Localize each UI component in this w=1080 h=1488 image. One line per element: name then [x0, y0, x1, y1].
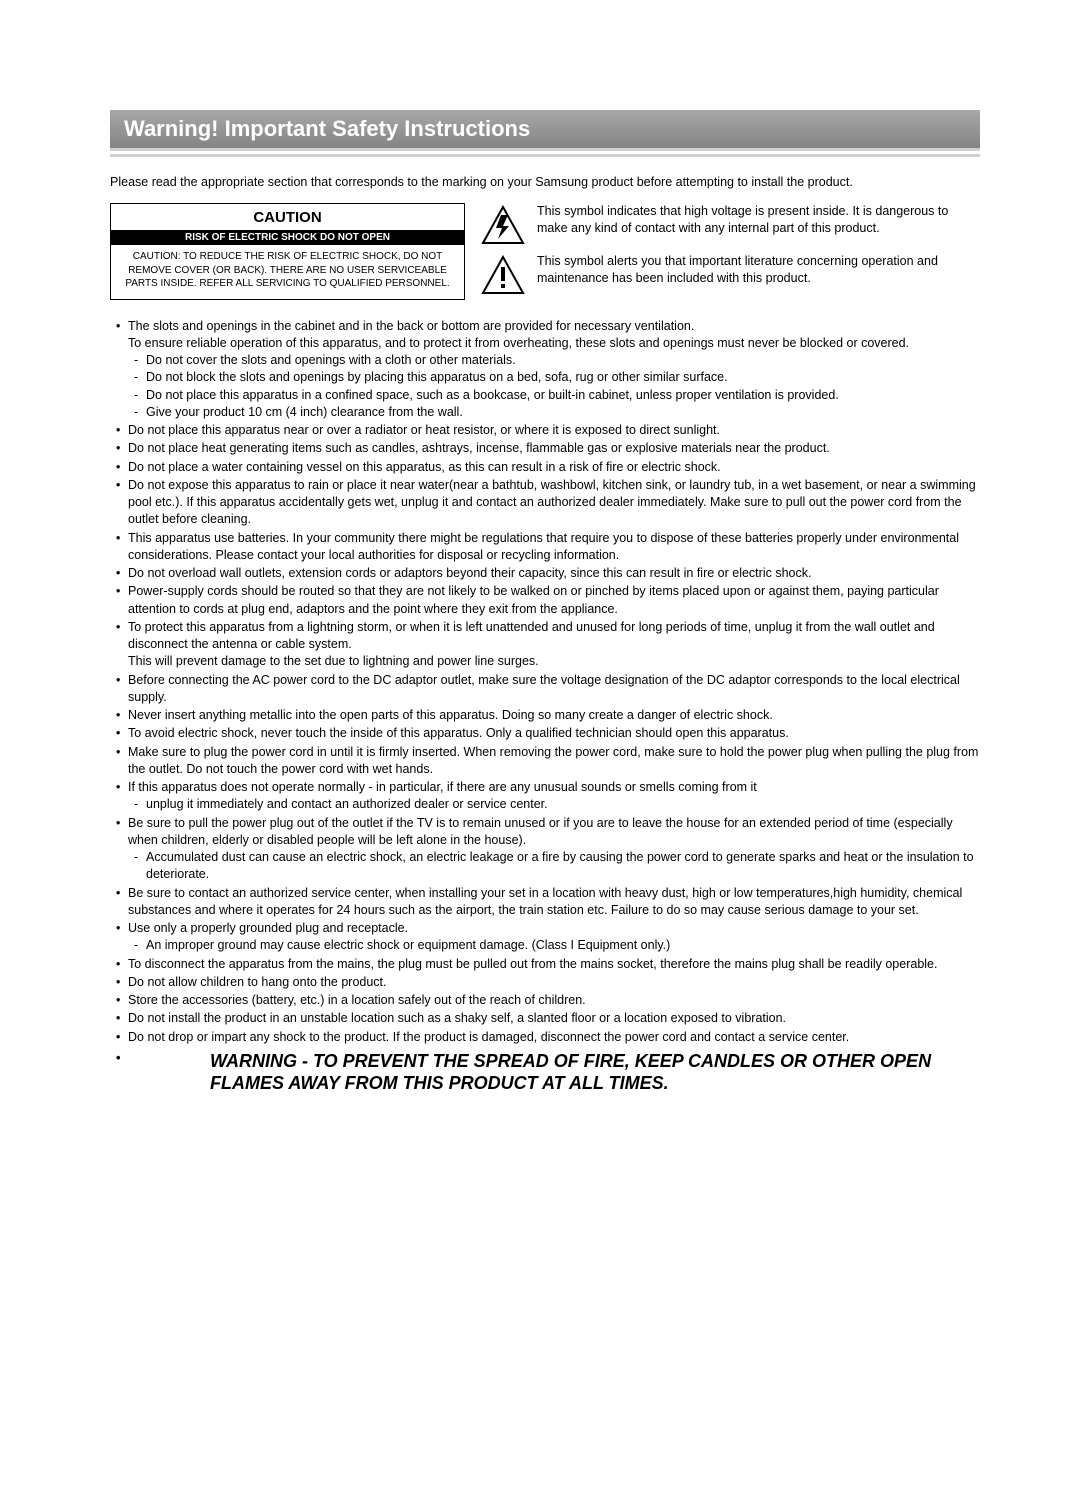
bullet-item: To protect this apparatus from a lightni… — [110, 619, 980, 671]
caution-row: CAUTION RISK OF ELECTRIC SHOCK DO NOT OP… — [110, 203, 980, 300]
bullet-text: To avoid electric shock, never touch the… — [128, 726, 789, 740]
caution-black-bar: RISK OF ELECTRIC SHOCK DO NOT OPEN — [111, 230, 464, 245]
bullet-text: Do not place this apparatus near or over… — [128, 423, 720, 437]
voltage-symbol-row: This symbol indicates that high voltage … — [481, 203, 980, 245]
bullet-item: Power-supply cords should be routed so t… — [110, 583, 980, 618]
bullet-text: Do not install the product in an unstabl… — [128, 1011, 786, 1025]
bullet-item: To avoid electric shock, never touch the… — [110, 725, 980, 742]
sub-bullet: Do not cover the slots and openings with… — [128, 352, 980, 369]
literature-symbol-row: This symbol alerts you that important li… — [481, 253, 980, 295]
bullet-item: Do not place a water containing vessel o… — [110, 459, 980, 476]
symbols-column: This symbol indicates that high voltage … — [481, 203, 980, 300]
bullet-text: This apparatus use batteries. In your co… — [128, 531, 959, 562]
bullet-item: Do not overload wall outlets, extension … — [110, 565, 980, 582]
bullet-item: Never insert anything metallic into the … — [110, 707, 980, 724]
literature-text: This symbol alerts you that important li… — [537, 253, 980, 287]
caution-heading: CAUTION — [121, 209, 454, 226]
bullet-item: Store the accessories (battery, etc.) in… — [110, 992, 980, 1009]
bullet-text: Before connecting the AC power cord to t… — [128, 673, 960, 704]
sub-bullet: Do not block the slots and openings by p… — [128, 369, 980, 386]
bullet-text: The slots and openings in the cabinet an… — [128, 319, 694, 333]
bullet-item: The slots and openings in the cabinet an… — [110, 318, 980, 422]
bullet-text: If this apparatus does not operate norma… — [128, 780, 757, 794]
bullet-item: To disconnect the apparatus from the mai… — [110, 956, 980, 973]
sub-bullet: Accumulated dust can cause an electric s… — [128, 849, 980, 884]
caution-box: CAUTION RISK OF ELECTRIC SHOCK DO NOT OP… — [110, 203, 465, 300]
bullet-text: Store the accessories (battery, etc.) in… — [128, 993, 586, 1007]
bullet-text: Do not place a water containing vessel o… — [128, 460, 721, 474]
bullet-text: Do not overload wall outlets, extension … — [128, 566, 811, 580]
voltage-triangle-icon — [481, 205, 525, 245]
bullet-text: Power-supply cords should be routed so t… — [128, 584, 939, 615]
bullet-continuation: To ensure reliable operation of this app… — [128, 335, 980, 352]
bullet-item: Make sure to plug the power cord in unti… — [110, 744, 980, 779]
bullet-text: Be sure to pull the power plug out of th… — [128, 816, 953, 847]
bullet-item: Do not allow children to hang onto the p… — [110, 974, 980, 991]
caution-body: CAUTION: TO REDUCE THE RISK OF ELECTRIC … — [121, 250, 454, 291]
sub-bullet: An improper ground may cause electric sh… — [128, 937, 980, 954]
voltage-text: This symbol indicates that high voltage … — [537, 203, 980, 237]
bullet-text: Do not expose this apparatus to rain or … — [128, 478, 976, 527]
bullet-item: Do not place this apparatus near or over… — [110, 422, 980, 439]
bullet-text: To disconnect the apparatus from the mai… — [128, 957, 937, 971]
bullet-item: Do not expose this apparatus to rain or … — [110, 477, 980, 529]
bullet-text: Never insert anything metallic into the … — [128, 708, 773, 722]
page-title: Warning! Important Safety Instructions — [124, 116, 966, 142]
bullet-text: Do not allow children to hang onto the p… — [128, 975, 387, 989]
bullet-item: Be sure to contact an authorized service… — [110, 885, 980, 920]
bullet-item: Before connecting the AC power cord to t… — [110, 672, 980, 707]
bullet-text: Do not drop or impart any shock to the p… — [128, 1030, 849, 1044]
fire-warning: WARNING - TO PREVENT THE SPREAD OF FIRE,… — [110, 1050, 980, 1095]
bullet-item: Do not install the product in an unstabl… — [110, 1010, 980, 1027]
sub-bullet: unplug it immediately and contact an aut… — [128, 796, 980, 813]
divider — [110, 154, 980, 157]
bullet-text: Make sure to plug the power cord in unti… — [128, 745, 978, 776]
bullet-text: Do not place heat generating items such … — [128, 441, 830, 455]
bullet-item: Be sure to pull the power plug out of th… — [110, 815, 980, 884]
sub-bullet: Give your product 10 cm (4 inch) clearan… — [128, 404, 980, 421]
sub-bullet: Do not place this apparatus in a confine… — [128, 387, 980, 404]
intro-text: Please read the appropriate section that… — [110, 175, 980, 189]
bullet-text: To protect this apparatus from a lightni… — [128, 620, 935, 651]
bullet-text: Be sure to contact an authorized service… — [128, 886, 962, 917]
bullet-continuation: This will prevent damage to the set due … — [128, 653, 980, 670]
bullet-item: Use only a properly grounded plug and re… — [110, 920, 980, 955]
bullet-item: Do not place heat generating items such … — [110, 440, 980, 457]
bullet-text: Use only a properly grounded plug and re… — [128, 921, 408, 935]
bullet-item: This apparatus use batteries. In your co… — [110, 530, 980, 565]
bullet-item: If this apparatus does not operate norma… — [110, 779, 980, 814]
exclamation-triangle-icon — [481, 255, 525, 295]
title-bar: Warning! Important Safety Instructions — [110, 110, 980, 151]
bullet-item: Do not drop or impart any shock to the p… — [110, 1029, 980, 1046]
safety-bullets: The slots and openings in the cabinet an… — [110, 318, 980, 1095]
